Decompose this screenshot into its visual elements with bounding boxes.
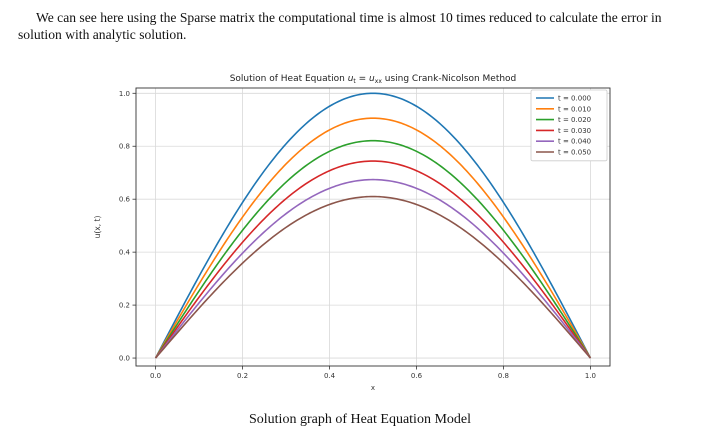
series-line-2 bbox=[154, 139, 592, 359]
x-tick-label: 1.0 bbox=[585, 372, 596, 380]
x-tick-label: 0.2 bbox=[237, 372, 248, 380]
legend-box bbox=[530, 89, 608, 162]
legend-label-4: t = 0.040 bbox=[558, 138, 591, 146]
legend-label-0: t = 0.000 bbox=[558, 95, 591, 103]
y-tick-label: 1.0 bbox=[119, 90, 130, 98]
legend-label-3: t = 0.030 bbox=[558, 127, 591, 135]
axes-frame bbox=[135, 87, 611, 367]
y-tick-label: 0.0 bbox=[119, 355, 130, 363]
legend-label-2: t = 0.020 bbox=[558, 116, 591, 124]
x-tick-label: 0.8 bbox=[498, 372, 509, 380]
series-line-1 bbox=[154, 117, 592, 359]
x-tick-label: 0.0 bbox=[150, 372, 161, 380]
legend-label-5: t = 0.050 bbox=[558, 149, 591, 157]
figure-caption: Solution graph of Heat Equation Model bbox=[248, 412, 472, 427]
series-line-5 bbox=[154, 195, 592, 359]
legend-label-1: t = 0.010 bbox=[558, 105, 591, 113]
x-axis-label: x bbox=[371, 384, 375, 392]
y-tick-label: 0.6 bbox=[119, 196, 131, 204]
body-paragraph: We can see here using the Sparse matrix … bbox=[18, 10, 662, 42]
x-tick-label: 0.4 bbox=[324, 372, 336, 380]
y-tick-label: 0.8 bbox=[119, 143, 130, 151]
series-line-4 bbox=[154, 178, 592, 359]
chart-title: Solution of Heat Equation ut = uxx using… bbox=[230, 74, 517, 85]
y-tick-label: 0.4 bbox=[119, 249, 131, 257]
series-line-0 bbox=[154, 92, 592, 359]
y-axis-label: u(x, t) bbox=[93, 216, 102, 239]
series-line-3 bbox=[154, 160, 592, 359]
y-tick-label: 0.2 bbox=[119, 302, 130, 310]
x-tick-label: 0.6 bbox=[411, 372, 423, 380]
